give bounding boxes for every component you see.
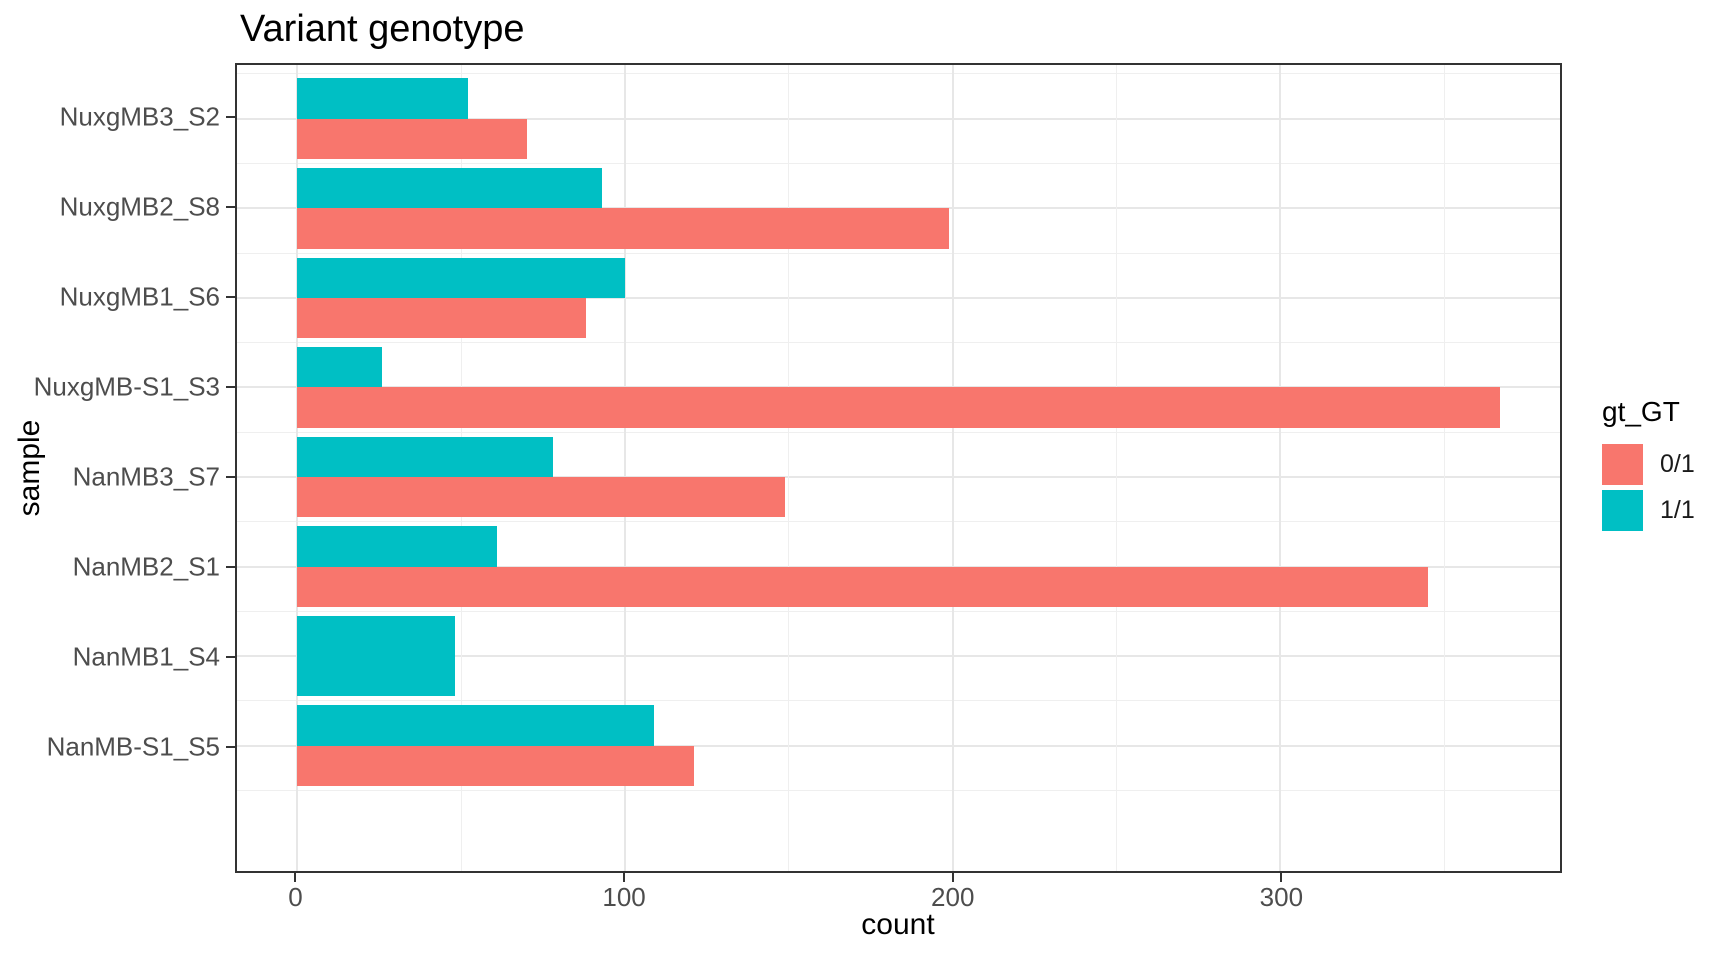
y-minor-gridline — [237, 163, 1560, 164]
x-tick-mark — [951, 873, 954, 882]
y-minor-gridline — [237, 700, 1560, 702]
y-axis-ticks — [226, 63, 235, 873]
legend: gt_GT 0/1 1/1 — [1602, 396, 1695, 536]
y-minor-gridline — [237, 789, 1560, 791]
y-tick-label: NanMB1_S4 — [72, 641, 220, 672]
y-major-gridline — [237, 744, 1560, 747]
y-tick-mark — [226, 296, 235, 298]
legend-label: 1/1 — [1660, 496, 1695, 524]
y-minor-gridline — [237, 73, 1560, 75]
y-tick-label: NanMB3_S7 — [72, 461, 220, 492]
x-minor-gridline — [1443, 65, 1445, 871]
bar-nuxgmb3-s2-0-1 — [297, 118, 527, 160]
x-axis-tick-labels: 0 100 200 300 — [235, 882, 1562, 912]
y-tick-mark — [226, 655, 235, 658]
bar-nanmb2-s1-1-1 — [297, 526, 498, 567]
legend-key-0-1: 0/1 — [1602, 444, 1695, 485]
bar-nuxgmb3-s2-1-1 — [297, 78, 468, 119]
bar-nanmb-s1-s5-1-1 — [297, 705, 655, 746]
y-minor-gridline — [237, 342, 1560, 344]
y-tick-label: NanMB2_S1 — [72, 551, 220, 582]
bar-nanmb3-s7-1-1 — [297, 436, 553, 477]
y-major-gridline — [237, 655, 1560, 658]
x-axis-title: count — [861, 908, 935, 941]
legend-key-1-1: 1/1 — [1602, 490, 1695, 531]
y-tick-label: NuxgMB3_S2 — [59, 101, 220, 132]
bar-nuxgmb-s1-s3-0-1 — [297, 387, 1500, 428]
y-tick-mark — [226, 745, 235, 748]
bar-nuxgmb1-s6-1-1 — [297, 257, 625, 298]
bar-nanmb1-s4-1-1 — [297, 615, 455, 697]
y-tick-label: NuxgMB1_S6 — [59, 281, 220, 312]
y-minor-gridline — [237, 252, 1560, 254]
y-axis-tick-labels: NuxgMB3_S2 NuxgMB2_S8 NuxgMB1_S6 NuxgMB-S1_… — [0, 63, 220, 873]
y-tick-mark — [226, 206, 235, 208]
x-tick-mark — [294, 873, 297, 882]
x-tick-mark — [1280, 873, 1283, 882]
legend-swatch-0-1 — [1602, 444, 1643, 485]
y-tick-label: NuxgMB2_S8 — [59, 191, 220, 222]
bar-nanmb3-s7-0-1 — [297, 476, 786, 518]
x-major-gridline — [951, 65, 954, 871]
legend-keys: 0/1 1/1 — [1602, 444, 1695, 531]
y-minor-gridline — [237, 610, 1560, 612]
bar-nanmb-s1-s5-0-1 — [297, 745, 694, 786]
y-tick-label: NuxgMB-S1_S3 — [33, 371, 220, 402]
x-tick-label: 200 — [931, 882, 975, 912]
legend-title: gt_GT — [1602, 396, 1680, 427]
legend-label: 0/1 — [1660, 450, 1695, 478]
y-tick-mark — [226, 565, 235, 568]
bar-nuxgmb2-s8-1-1 — [297, 167, 602, 209]
y-major-gridline — [237, 475, 1560, 478]
x-tick-mark — [623, 873, 626, 882]
x-tick-label: 0 — [288, 882, 303, 912]
bar-nuxgmb1-s6-0-1 — [297, 297, 586, 339]
y-major-gridline — [237, 117, 1560, 120]
x-minor-gridline — [788, 65, 790, 871]
y-minor-gridline — [237, 431, 1560, 433]
x-major-gridline — [623, 65, 626, 871]
y-axis-title: sample — [13, 419, 46, 517]
bar-nanmb2-s1-0-1 — [297, 566, 1428, 607]
bar-nuxgmb-s1-s3-1-1 — [297, 347, 383, 388]
x-minor-gridline — [1115, 65, 1117, 871]
y-major-gridline — [237, 296, 1560, 299]
x-axis-ticks — [235, 873, 1562, 882]
y-tick-mark — [226, 116, 235, 118]
bar-nuxgmb2-s8-0-1 — [297, 208, 950, 249]
legend-swatch-1-1 — [1602, 490, 1643, 531]
x-tick-label: 300 — [1259, 882, 1304, 912]
plot-panel — [235, 63, 1562, 873]
plot-title: Variant genotype — [240, 8, 525, 50]
y-tick-label: NanMB-S1_S5 — [46, 731, 220, 762]
x-tick-label: 100 — [602, 882, 646, 912]
y-minor-gridline — [237, 521, 1560, 523]
y-tick-mark — [226, 475, 235, 478]
y-tick-mark — [226, 386, 235, 388]
x-major-gridline — [1279, 65, 1282, 871]
